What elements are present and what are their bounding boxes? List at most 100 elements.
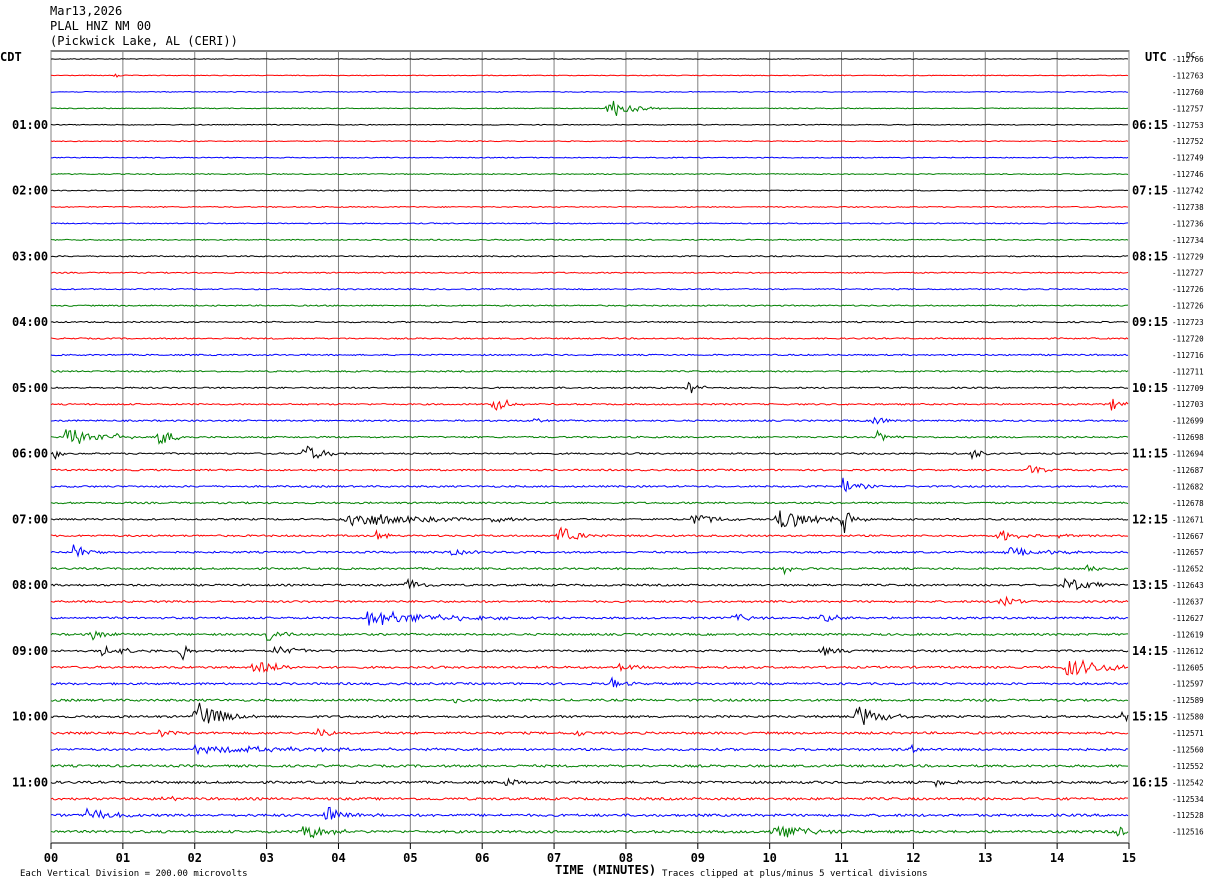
dc-offset-label: -112528 bbox=[1172, 811, 1204, 820]
x-tick-label: 12 bbox=[906, 851, 920, 865]
trace-row bbox=[50, 173, 1129, 176]
dc-offset-label: -112657 bbox=[1172, 548, 1204, 557]
trace-row bbox=[50, 595, 1129, 607]
trace-row bbox=[50, 58, 1129, 60]
x-tick-label: 03 bbox=[259, 851, 273, 865]
utc-hour-label: 07:15 bbox=[1132, 184, 1168, 198]
trace-row bbox=[51, 156, 1129, 159]
cdt-hour-label: 01:00 bbox=[12, 118, 48, 132]
utc-hour-label: 13:15 bbox=[1132, 578, 1168, 592]
cdt-hour-label: 03:00 bbox=[12, 249, 48, 263]
dc-offset-label: -112534 bbox=[1172, 795, 1204, 804]
trace-row bbox=[50, 353, 1129, 357]
trace-row bbox=[50, 702, 1129, 726]
dc-offset-label: -112597 bbox=[1172, 680, 1204, 689]
trace-row bbox=[50, 287, 1129, 291]
utc-hour-label: 08:15 bbox=[1132, 249, 1168, 263]
dc-offset-label: -112694 bbox=[1172, 450, 1204, 459]
header-station: PLAL HNZ NM 00 bbox=[50, 19, 152, 33]
time-gridlines bbox=[50, 50, 1130, 849]
dc-offset-label: -112729 bbox=[1172, 252, 1204, 261]
dc-offset-label: -112709 bbox=[1172, 384, 1204, 393]
trace-row bbox=[50, 743, 1129, 756]
dc-offset-label: -112605 bbox=[1172, 663, 1204, 672]
dc-offset-label: -112736 bbox=[1172, 219, 1204, 228]
x-tick-label: 07 bbox=[547, 851, 561, 865]
trace-row bbox=[50, 510, 1129, 533]
trace-row bbox=[50, 610, 1129, 626]
trace-row bbox=[50, 698, 1129, 704]
x-tick-label: 14 bbox=[1050, 851, 1064, 865]
trace-row bbox=[50, 544, 1129, 558]
cdt-hour-label: 07:00 bbox=[12, 512, 48, 526]
dc-offset-label: -112734 bbox=[1172, 236, 1204, 245]
trace-row bbox=[50, 271, 1129, 274]
dc-offset-label: -112698 bbox=[1172, 433, 1204, 442]
trace-row bbox=[50, 370, 1129, 373]
utc-hour-label: 09:15 bbox=[1132, 315, 1168, 329]
trace-row bbox=[50, 429, 1129, 445]
dc-offset-label: -112516 bbox=[1172, 828, 1204, 837]
dc-offset-label: -112619 bbox=[1172, 630, 1204, 639]
dc-offset-label: -112667 bbox=[1172, 532, 1204, 541]
dc-offset-label: -112627 bbox=[1172, 614, 1204, 623]
dc-offset-label: -112726 bbox=[1172, 302, 1204, 311]
trace-row bbox=[50, 381, 1129, 394]
trace-row bbox=[50, 222, 1129, 225]
x-tick-label: 09 bbox=[691, 851, 705, 865]
x-tick-label: 11 bbox=[834, 851, 848, 865]
trace-row bbox=[50, 73, 1129, 78]
trace-row bbox=[50, 777, 1129, 789]
utc-hour-label: 11:15 bbox=[1132, 447, 1168, 461]
trace-row bbox=[50, 445, 1129, 461]
x-tick-label: 04 bbox=[331, 851, 345, 865]
dc-offset-label: -112652 bbox=[1172, 565, 1204, 574]
dc-offset-label: -112711 bbox=[1172, 367, 1204, 376]
dc-offset-label: -112589 bbox=[1172, 696, 1204, 705]
clip-note: Traces clipped at plus/minus 5 vertical … bbox=[662, 869, 928, 879]
utc-hour-label: 06:15 bbox=[1132, 118, 1168, 132]
trace-row bbox=[50, 416, 1129, 425]
dc-offset-label: -112678 bbox=[1172, 499, 1204, 508]
x-axis-title: TIME (MINUTES) bbox=[555, 863, 656, 877]
cdt-hour-label: 09:00 bbox=[12, 644, 48, 658]
x-tick-label: 13 bbox=[978, 851, 992, 865]
scale-note: Each Vertical Division = 200.00 microvol… bbox=[20, 869, 248, 879]
cdt-hour-label: 06:00 bbox=[12, 447, 48, 461]
header-date: Mar13,2026 bbox=[50, 4, 123, 18]
cdt-hour-label: 10:00 bbox=[12, 710, 48, 724]
trace-row bbox=[50, 825, 1129, 839]
dc-offset-label: -112716 bbox=[1172, 351, 1204, 360]
dc-offset-label: -112746 bbox=[1172, 170, 1204, 179]
trace-row bbox=[50, 630, 1128, 641]
trace-row bbox=[50, 763, 1128, 768]
utc-hour-label: 14:15 bbox=[1132, 644, 1168, 658]
dc-offset-label: -112580 bbox=[1172, 713, 1204, 722]
trace-row bbox=[50, 465, 1129, 474]
trace-row bbox=[50, 90, 1129, 93]
utc-hour-label: 15:15 bbox=[1132, 710, 1168, 724]
trace-row bbox=[50, 644, 1129, 661]
dc-offset-label: -112671 bbox=[1172, 515, 1204, 524]
trace-row bbox=[50, 255, 1129, 258]
dc-offset-label: -112753 bbox=[1172, 121, 1204, 130]
dc-offset-label: -112612 bbox=[1172, 647, 1204, 656]
dc-offset-label: -112757 bbox=[1172, 104, 1204, 113]
x-tick-label: 02 bbox=[188, 851, 202, 865]
trace-row bbox=[50, 337, 1129, 340]
dc-offset-label: -112687 bbox=[1172, 466, 1204, 475]
x-tick-label: 06 bbox=[475, 851, 489, 865]
dc-offset-label: -112766 bbox=[1172, 55, 1204, 64]
x-tick-label: 10 bbox=[762, 851, 776, 865]
cdt-hour-label: 05:00 bbox=[12, 381, 48, 395]
trace-row bbox=[50, 795, 1129, 802]
dc-offset-label: -112742 bbox=[1172, 187, 1204, 196]
dc-offset-label: -112560 bbox=[1172, 745, 1204, 754]
cdt-hour-label: 04:00 bbox=[12, 315, 48, 329]
cdt-hour-label: 02:00 bbox=[12, 184, 48, 198]
dc-offset-label: -112726 bbox=[1172, 285, 1204, 294]
dc-offset-label: -112752 bbox=[1172, 137, 1204, 146]
trace-row bbox=[50, 806, 1129, 820]
x-tick-label: 08 bbox=[619, 851, 633, 865]
